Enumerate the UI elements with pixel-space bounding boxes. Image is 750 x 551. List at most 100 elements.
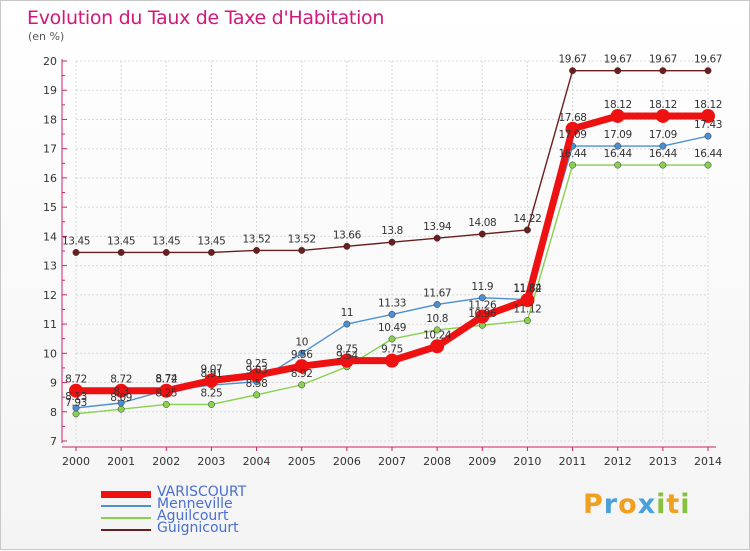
data-label-variscourt: 8.72 — [110, 374, 132, 386]
y-tick-label: 15 — [43, 201, 57, 214]
data-point-menneville — [704, 132, 712, 140]
data-point-variscourt — [565, 121, 580, 136]
data-point-menneville — [72, 404, 80, 412]
x-tick-label: 2001 — [107, 455, 135, 468]
data-label-aguilcourt: 16.44 — [694, 148, 723, 160]
data-point-variscourt — [159, 383, 174, 398]
y-tick-label: 18 — [43, 113, 57, 126]
data-point-guignicourt — [207, 249, 215, 256]
data-label-variscourt: 9.75 — [336, 344, 358, 356]
x-tick-label: 2009 — [468, 455, 496, 468]
logo-letter: r — [603, 489, 619, 520]
data-label-aguilcourt: 8.92 — [291, 368, 313, 380]
legend-swatch — [101, 490, 151, 498]
data-point-aguilcourt — [523, 317, 531, 325]
data-point-guignicourt — [162, 249, 170, 256]
data-label-aguilcourt: 9.54 — [336, 350, 358, 362]
data-label-aguilcourt: 8.25 — [155, 387, 177, 399]
data-point-variscourt — [339, 353, 354, 368]
data-point-variscourt — [475, 309, 490, 324]
data-point-aguilcourt — [433, 326, 441, 334]
data-label-guignicourt: 13.8 — [381, 225, 403, 237]
data-point-variscourt — [114, 383, 129, 398]
data-label-variscourt: 9.25 — [246, 358, 268, 370]
data-label-variscourt: 9.07 — [201, 363, 223, 375]
data-point-guignicourt — [569, 67, 577, 75]
data-point-variscourt — [204, 373, 219, 388]
data-point-guignicourt — [343, 242, 351, 250]
data-point-variscourt — [701, 108, 715, 123]
data-label-guignicourt: 13.45 — [197, 235, 225, 247]
data-point-guignicourt — [478, 230, 486, 238]
legend-swatch — [101, 505, 151, 507]
data-label-aguilcourt: 11.12 — [513, 304, 541, 316]
data-point-guignicourt — [117, 249, 125, 256]
data-label-menneville: 11.67 — [423, 287, 451, 299]
x-tick-label: 2011 — [559, 455, 587, 468]
data-point-guignicourt — [659, 67, 667, 75]
data-label-guignicourt: 19.67 — [694, 54, 722, 66]
data-label-variscourt: 18.12 — [604, 99, 632, 111]
data-label-guignicourt: 13.66 — [333, 229, 362, 241]
data-point-variscourt — [655, 108, 670, 123]
y-tick-label: 12 — [43, 289, 57, 302]
data-point-variscourt — [294, 359, 309, 374]
data-point-guignicourt — [253, 246, 261, 254]
data-point-aguilcourt — [253, 391, 261, 399]
y-tick-label: 9 — [50, 377, 57, 390]
data-label-menneville: 11.33 — [378, 297, 406, 309]
data-point-menneville — [298, 349, 306, 357]
x-tick-label: 2012 — [604, 455, 632, 468]
data-label-menneville: 11.84 — [513, 283, 542, 295]
proxiti-logo: Proxiti — [583, 489, 691, 520]
data-point-aguilcourt — [117, 405, 125, 413]
data-label-variscourt: 11.26 — [468, 299, 497, 311]
data-point-menneville — [614, 142, 622, 150]
data-point-guignicourt — [388, 238, 396, 246]
x-tick-label: 2014 — [694, 455, 722, 468]
logo-letter: i — [656, 489, 667, 520]
data-label-menneville: 11 — [341, 307, 354, 319]
data-label-aguilcourt: 10.8 — [426, 313, 448, 325]
data-label-guignicourt: 19.67 — [559, 54, 587, 66]
data-label-aguilcourt: 8.25 — [201, 387, 223, 399]
chart-title: Evolution du Taux de Taxe d'Habitation — [27, 7, 385, 29]
data-label-guignicourt: 14.22 — [513, 213, 541, 225]
data-point-menneville — [433, 301, 441, 308]
data-point-aguilcourt — [72, 410, 80, 418]
data-point-aguilcourt — [704, 161, 712, 169]
data-point-variscourt — [249, 368, 264, 383]
x-tick-label: 2002 — [152, 455, 180, 468]
logo-letter: P — [583, 489, 604, 520]
data-point-menneville — [478, 294, 486, 302]
data-label-guignicourt: 13.45 — [152, 235, 180, 247]
data-label-variscourt: 11.82 — [513, 283, 541, 295]
legend-label: Aguilcourt — [157, 508, 229, 524]
data-point-guignicourt — [704, 67, 712, 75]
x-tick-label: 2013 — [649, 455, 677, 468]
data-label-aguilcourt: 10.49 — [378, 322, 406, 334]
data-label-variscourt: 10.24 — [423, 329, 452, 341]
data-point-menneville — [659, 142, 667, 150]
data-point-aguilcourt — [569, 161, 577, 169]
data-label-menneville: 11.9 — [471, 281, 493, 293]
x-tick-label: 2008 — [423, 455, 451, 468]
y-tick-label: 16 — [43, 172, 57, 185]
data-label-guignicourt: 13.94 — [423, 221, 452, 233]
data-point-variscourt — [430, 339, 445, 354]
x-tick-label: 2003 — [197, 455, 225, 468]
data-point-aguilcourt — [207, 401, 215, 408]
logo-letter: i — [680, 489, 691, 520]
data-label-menneville: 17.09 — [649, 129, 677, 141]
data-point-guignicourt — [523, 226, 531, 234]
y-tick-label: 8 — [50, 406, 57, 419]
data-point-guignicourt — [298, 246, 306, 254]
data-label-variscourt: 17.68 — [559, 112, 587, 124]
data-label-aguilcourt: 7.93 — [65, 397, 87, 409]
data-label-menneville: 8.13 — [65, 391, 87, 403]
logo-letter: o — [618, 489, 638, 520]
legend-label: Menneville — [157, 496, 233, 512]
data-point-guignicourt — [72, 249, 80, 256]
y-tick-label: 14 — [43, 230, 57, 243]
